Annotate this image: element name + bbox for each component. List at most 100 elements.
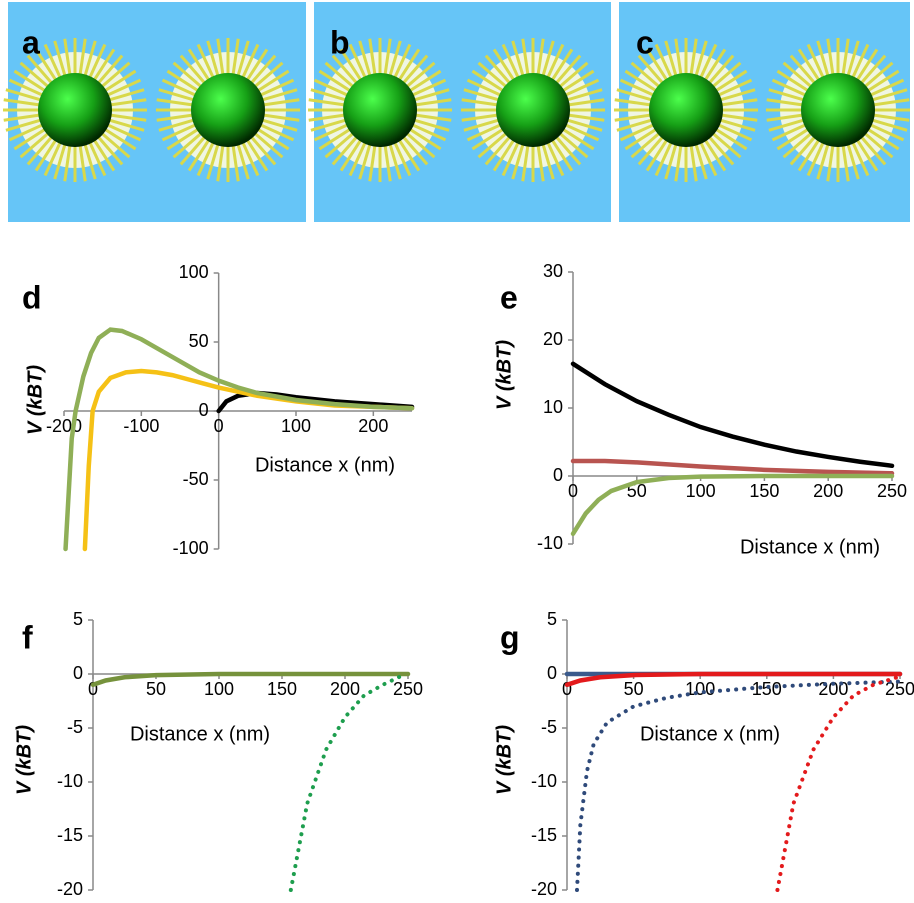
y-axis-label: V (kBT) xyxy=(13,725,35,795)
ligand xyxy=(107,123,142,142)
y-tick-label: -10 xyxy=(57,771,83,791)
ligand xyxy=(97,54,124,84)
ligand xyxy=(565,78,600,97)
ligand xyxy=(797,48,820,81)
ligand xyxy=(236,40,250,76)
ligand xyxy=(19,61,49,88)
ligand xyxy=(511,40,525,76)
ligand xyxy=(34,48,57,81)
y-tick-label: 30 xyxy=(543,261,563,281)
ligand xyxy=(13,69,46,92)
ligand xyxy=(161,123,196,142)
data-line xyxy=(570,458,895,476)
ligand xyxy=(172,132,202,159)
ligand xyxy=(257,128,290,151)
ligand xyxy=(414,88,450,102)
ligand xyxy=(851,142,870,177)
ligand xyxy=(348,43,367,78)
ligand xyxy=(310,118,346,132)
ligand xyxy=(8,78,43,97)
ligand xyxy=(721,98,758,107)
ligand xyxy=(619,78,654,97)
ligand xyxy=(870,123,905,142)
ligand xyxy=(841,145,850,182)
panel-label: a xyxy=(22,24,40,60)
ligand xyxy=(562,128,595,151)
ligand xyxy=(83,144,97,180)
ligand xyxy=(53,144,67,180)
y-tick-label: 0 xyxy=(547,663,557,683)
y-tick-label: -10 xyxy=(531,771,557,791)
ligand xyxy=(409,69,442,92)
ligand xyxy=(806,43,825,78)
ligand xyxy=(63,145,72,182)
x-axis-label: Distance x (nm) xyxy=(255,454,395,476)
ligand xyxy=(348,142,367,177)
ligand xyxy=(851,43,870,78)
ligand xyxy=(797,139,820,172)
ligand xyxy=(161,78,196,97)
ligand xyxy=(246,48,269,81)
ligand xyxy=(771,78,806,97)
x-axis-label: Distance x (nm) xyxy=(130,723,270,745)
ligand xyxy=(216,38,225,75)
ligand xyxy=(179,136,206,166)
ligand xyxy=(471,69,504,92)
ligand xyxy=(166,128,199,151)
ligand xyxy=(415,113,452,122)
particle-core xyxy=(496,73,570,147)
ligand xyxy=(864,132,894,159)
x-axis-label: Distance x (nm) xyxy=(740,536,880,558)
ligand xyxy=(324,132,354,159)
ligand xyxy=(93,139,116,172)
ligand xyxy=(721,113,758,122)
ligand xyxy=(789,54,816,84)
ligand xyxy=(461,98,498,107)
ligand xyxy=(645,48,668,81)
ligand xyxy=(43,142,62,177)
ligand xyxy=(559,61,589,88)
x-tick-label: 200 xyxy=(358,416,388,436)
ligand xyxy=(637,54,664,84)
ligand xyxy=(614,113,651,122)
ligand xyxy=(368,38,377,75)
ligand xyxy=(867,128,900,151)
ligand xyxy=(246,139,269,172)
ligand xyxy=(402,136,429,166)
y-tick-label: 5 xyxy=(73,609,83,629)
ligand xyxy=(624,69,657,92)
ligand xyxy=(568,113,605,122)
ligand xyxy=(308,98,345,107)
x-tick-label: 100 xyxy=(281,416,311,436)
ligand xyxy=(541,40,555,76)
ligand xyxy=(19,132,49,159)
ligand xyxy=(236,144,250,180)
ligand xyxy=(26,54,53,84)
ligand xyxy=(551,48,574,81)
ligand xyxy=(614,98,651,107)
y-tick-label: -20 xyxy=(531,879,557,899)
ligand xyxy=(856,139,879,172)
ligand xyxy=(187,48,210,81)
ligand xyxy=(718,123,753,142)
particles xyxy=(3,38,910,182)
ligand xyxy=(93,48,116,81)
ligand xyxy=(704,139,727,172)
ligand xyxy=(383,38,392,75)
ligand xyxy=(63,38,72,75)
ligand xyxy=(3,113,40,122)
y-axis-label: V (kBT) xyxy=(493,340,515,410)
panel-label: e xyxy=(500,279,518,315)
ligand xyxy=(492,48,515,81)
ligand xyxy=(5,118,41,132)
ligand xyxy=(158,88,194,102)
ligand xyxy=(471,128,504,151)
ligand xyxy=(484,136,511,166)
ligand xyxy=(492,139,515,172)
ligand xyxy=(331,136,358,166)
y-tick-label: -10 xyxy=(537,533,563,553)
ligand xyxy=(872,118,908,132)
ligand xyxy=(664,40,678,76)
ligand xyxy=(463,88,499,102)
ligand xyxy=(689,145,698,182)
